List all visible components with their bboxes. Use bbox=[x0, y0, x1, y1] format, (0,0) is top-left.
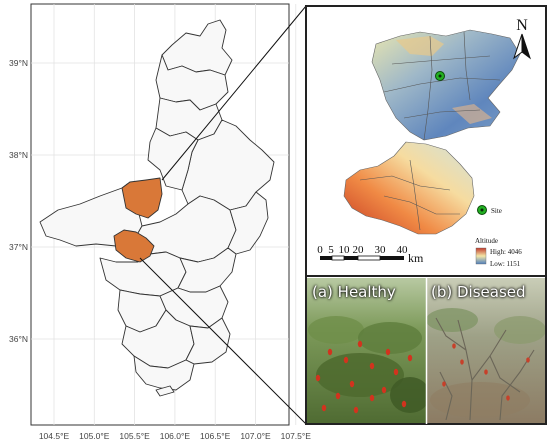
study-county-north bbox=[121, 177, 163, 219]
berry bbox=[321, 404, 327, 412]
berry bbox=[357, 340, 363, 348]
connector-top bbox=[161, 5, 307, 181]
berry bbox=[343, 356, 349, 364]
district-lines-south bbox=[359, 159, 460, 231]
berry bbox=[460, 359, 464, 365]
north-arrow-right bbox=[521, 33, 531, 60]
berry bbox=[327, 348, 333, 356]
scale-bar: 0 5 10 20 30 40 km bbox=[317, 244, 424, 265]
lat-tick-label: 37°N bbox=[9, 242, 28, 252]
scale-number: 5 bbox=[328, 244, 334, 256]
relief-north-warm bbox=[396, 36, 444, 56]
north-arrow: N bbox=[513, 17, 531, 60]
scale-seg-2 bbox=[331, 255, 345, 261]
altitude-legend-high: High: 4046 bbox=[490, 248, 522, 256]
relief-south bbox=[343, 141, 475, 235]
longitude-ticks: 104.5°E 105.0°E 105.5°E 106.0°E 106.5°E 107.0… bbox=[39, 431, 311, 441]
scale-number: 10 bbox=[339, 244, 351, 256]
lon-tick-label: 104.5°E bbox=[39, 431, 70, 441]
scale-seg-1 bbox=[320, 256, 332, 260]
altitude-legend-low: Low: 1151 bbox=[490, 260, 521, 268]
province-outline bbox=[39, 19, 275, 397]
photo-panel-diseased bbox=[426, 278, 546, 424]
berry bbox=[369, 394, 375, 402]
berry bbox=[349, 380, 355, 388]
study-area bbox=[113, 177, 163, 263]
altitude-inset: N Site 0 5 10 20 30 40 km Altitude High: 4046… bbox=[305, 5, 547, 277]
lat-tick-label: 36°N bbox=[9, 334, 28, 344]
region-west bbox=[39, 181, 143, 247]
lon-tick-label: 105.5°E bbox=[119, 431, 150, 441]
lon-tick-label: 106.0°E bbox=[160, 431, 191, 441]
lat-tick-label: 39°N bbox=[9, 58, 28, 68]
north-label: N bbox=[516, 17, 528, 34]
region-south-tip bbox=[133, 355, 195, 391]
altitude-legend-ramp bbox=[475, 247, 487, 265]
site-marker-map-dot bbox=[438, 74, 442, 78]
study-county-south bbox=[113, 229, 155, 263]
berry bbox=[526, 357, 530, 363]
region-center-west bbox=[147, 127, 199, 191]
scale-number: 30 bbox=[375, 244, 387, 256]
lon-tick-label: 105.0°E bbox=[79, 431, 110, 441]
berry bbox=[385, 348, 391, 356]
scale-number: 20 bbox=[353, 244, 365, 256]
photo-diseased-growth bbox=[426, 308, 546, 418]
scale-unit: km bbox=[408, 251, 424, 265]
berry bbox=[401, 400, 407, 408]
photo-label-healthy: (a) Healthy bbox=[312, 283, 396, 301]
photo-label-diseased: (b) Diseased bbox=[431, 283, 526, 301]
photo-healthy-foliage bbox=[308, 316, 430, 413]
altitude-legend: Altitude High: 4046 Low: 1151 bbox=[475, 237, 522, 268]
scale-seg-6 bbox=[402, 256, 404, 260]
berry bbox=[393, 368, 399, 376]
berry bbox=[484, 369, 488, 375]
photo-healthy-berries bbox=[315, 340, 413, 414]
berry bbox=[335, 392, 341, 400]
scale-seg-3 bbox=[344, 256, 358, 260]
region-south-6 bbox=[185, 317, 231, 365]
region-south-2 bbox=[177, 247, 237, 293]
scale-seg-5 bbox=[380, 256, 402, 260]
lat-tick-label: 38°N bbox=[9, 150, 28, 160]
region-exclave bbox=[155, 385, 175, 397]
province-map: 104.5°E 105.0°E 105.5°E 106.0°E 106.5°E 107.0… bbox=[9, 3, 311, 441]
latitude-ticks: 39°N 38°N 37°N 36°N bbox=[9, 58, 28, 344]
photo-diseased-berries bbox=[442, 343, 530, 401]
berry bbox=[452, 343, 456, 349]
site-legend-label: Site bbox=[491, 207, 502, 215]
berry bbox=[369, 362, 375, 370]
berry bbox=[353, 406, 359, 414]
berry bbox=[381, 386, 387, 394]
berry bbox=[506, 395, 510, 401]
scale-seg-4 bbox=[357, 255, 381, 261]
altitude-legend-title: Altitude bbox=[475, 237, 498, 245]
berry bbox=[407, 354, 413, 362]
scale-numbers: 0 5 10 20 30 40 bbox=[317, 244, 408, 256]
berry bbox=[442, 381, 446, 387]
scale-number: 40 bbox=[397, 244, 409, 256]
lon-tick-label: 106.5°E bbox=[200, 431, 231, 441]
photo-panel-healthy bbox=[306, 278, 430, 424]
berry bbox=[315, 374, 321, 382]
lon-tick-label: 107.0°E bbox=[240, 431, 271, 441]
site-legend-dot bbox=[480, 208, 484, 212]
relief-north-warm-2 bbox=[452, 104, 492, 124]
scale-number: 0 bbox=[317, 244, 323, 256]
connector-bottom bbox=[139, 257, 307, 425]
region-south-east bbox=[227, 191, 269, 255]
lon-tick-label: 107.5°E bbox=[281, 431, 312, 441]
